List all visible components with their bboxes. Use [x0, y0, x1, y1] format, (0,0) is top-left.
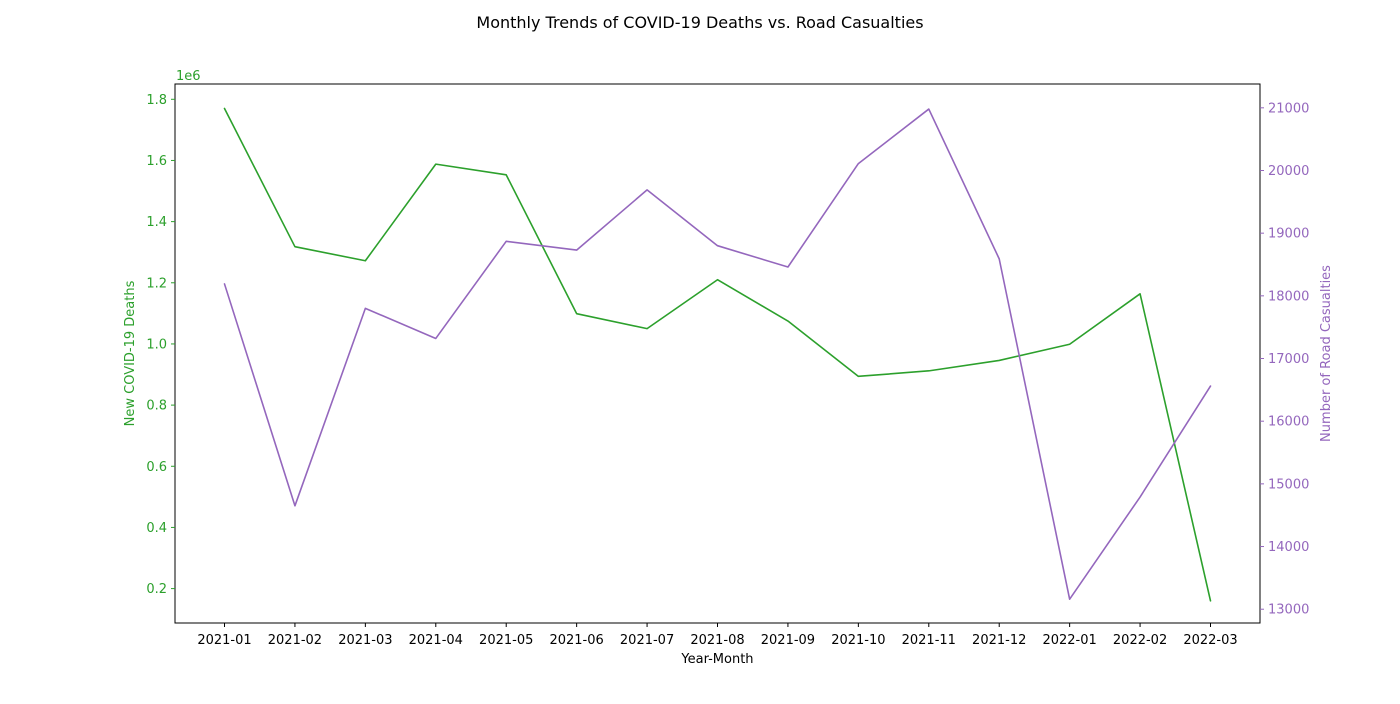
- left-tick-label: 0.6: [146, 460, 167, 475]
- left-tick-label: 1.0: [146, 337, 167, 352]
- left-tick-label: 0.2: [146, 582, 167, 597]
- x-axis-label: Year-Month: [680, 652, 753, 667]
- right-tick-label: 16000: [1268, 415, 1309, 430]
- x-tick-label: 2021-01: [197, 633, 251, 648]
- left-tick-label: 0.4: [146, 521, 167, 536]
- left-tick-label: 1.6: [146, 154, 167, 169]
- plot-area: 2021-01 2021-02 2021-03 2021-04 2021-05 2021-…: [146, 83, 1309, 648]
- right-tick-label: 18000: [1268, 289, 1309, 304]
- right-tick-label: 20000: [1268, 164, 1309, 179]
- x-tick-label: 2021-08: [690, 633, 744, 648]
- chart-title: Monthly Trends of COVID-19 Deaths vs. Ro…: [476, 13, 923, 32]
- right-axis-label: Number of Road Casualties: [1319, 265, 1334, 442]
- left-tick-label: 0.8: [146, 399, 167, 414]
- x-tick-label: 2021-09: [761, 633, 815, 648]
- road-casualties-series-line: [223, 108, 1212, 600]
- right-tick-label: 21000: [1268, 101, 1309, 116]
- x-tick-label: 2021-07: [620, 633, 674, 648]
- x-tick-label: 2022-03: [1183, 633, 1237, 648]
- right-tick-label: 13000: [1268, 603, 1309, 618]
- x-tick-label: 2022-02: [1113, 633, 1167, 648]
- right-tick-label: 19000: [1268, 227, 1309, 242]
- x-tick-label: 2021-05: [479, 633, 533, 648]
- x-tick-label: 2021-02: [268, 633, 322, 648]
- left-tick-label: 1.2: [146, 276, 167, 291]
- left-tick-label: 1.4: [146, 215, 167, 230]
- x-tick-label: 2021-11: [902, 633, 956, 648]
- right-tick-label: 17000: [1268, 352, 1309, 367]
- x-tick-label: 2022-01: [1042, 633, 1096, 648]
- right-tick-label: 15000: [1268, 477, 1309, 492]
- x-tick-label: 2021-10: [831, 633, 885, 648]
- x-tick-label: 2021-03: [338, 633, 392, 648]
- x-tick-label: 2021-06: [549, 633, 603, 648]
- left-axis-multiplier: 1e6: [176, 69, 201, 84]
- plot-frame: [174, 83, 1261, 624]
- left-tick-label: 1.8: [146, 93, 167, 108]
- left-axis-label: New COVID-19 Deaths: [123, 280, 138, 426]
- right-tick-label: 14000: [1268, 540, 1309, 555]
- x-tick-label: 2021-12: [972, 633, 1026, 648]
- covid-deaths-series-line: [223, 107, 1212, 602]
- x-tick-label: 2021-04: [409, 633, 463, 648]
